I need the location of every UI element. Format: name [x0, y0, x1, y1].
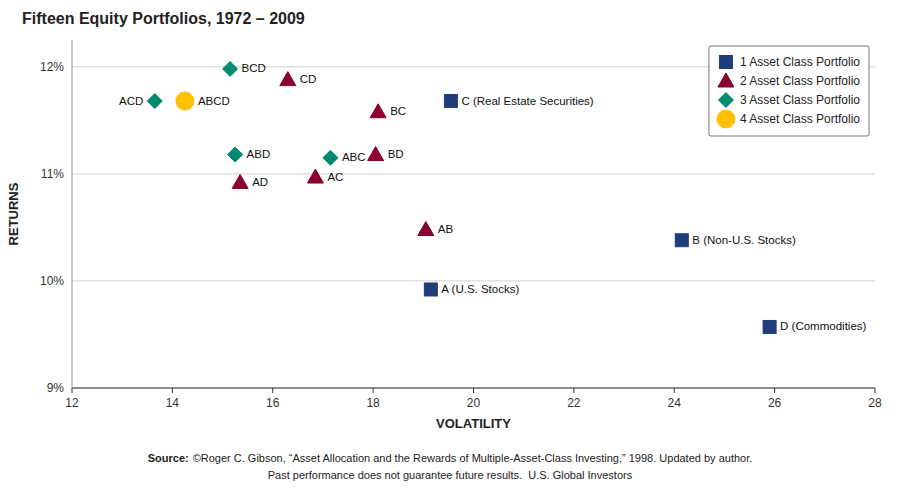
x-tick-label: 24 — [668, 396, 682, 410]
point-label: BCD — [242, 62, 266, 74]
point-label: A (U.S. Stocks) — [441, 283, 519, 295]
point-label: ACD — [119, 95, 143, 107]
source-text: ©Roger C. Gibson, “Asset Allocation and … — [193, 452, 753, 464]
x-tick-label: 12 — [65, 396, 79, 410]
point — [232, 174, 248, 188]
grid-line — [72, 280, 875, 281]
x-tick — [272, 388, 273, 393]
y-tick-label: 10% — [40, 274, 64, 288]
legend-label: 3 Asset Class Portfolio — [740, 93, 860, 107]
y-axis-label: RETURNS — [6, 182, 21, 245]
point — [370, 104, 386, 118]
point — [307, 169, 323, 183]
grid — [72, 67, 875, 388]
point-label: ABC — [342, 151, 366, 163]
chart: Fifteen Equity Portfolios, 1972 – 2009 9%… — [0, 0, 900, 488]
x-tick-label: 14 — [166, 396, 180, 410]
point — [675, 234, 688, 247]
legend-label: 4 Asset Class Portfolio — [740, 112, 860, 126]
y-tick-label: 12% — [40, 60, 64, 74]
point — [763, 320, 776, 333]
point — [418, 222, 434, 236]
legend-label: 2 Asset Class Portfolio — [740, 74, 860, 88]
point — [228, 147, 243, 162]
legend-marker — [719, 56, 732, 69]
y-tick-label: 11% — [41, 167, 64, 181]
grid-line — [72, 173, 875, 174]
x-tick-label: 28 — [868, 396, 882, 410]
footnote: Past performance does not guarantee futu… — [268, 469, 633, 481]
points — [147, 61, 776, 333]
legend-marker — [717, 110, 735, 128]
point-label: AC — [327, 171, 343, 183]
source: Source: ©Roger C. Gibson, “Asset Allocati… — [148, 452, 753, 464]
x-tick-label: 22 — [567, 396, 581, 410]
point — [280, 72, 296, 86]
point-label: C (Real Estate Securities) — [461, 95, 593, 107]
point-label: BC — [390, 105, 406, 117]
point — [368, 147, 384, 161]
x-tick — [674, 388, 675, 393]
legend-marker — [718, 93, 733, 108]
x-tick — [774, 388, 775, 393]
x-tick — [473, 388, 474, 393]
x-tick-label: 16 — [266, 396, 280, 410]
point — [323, 150, 338, 165]
x-tick — [573, 388, 574, 393]
x-tick — [875, 388, 876, 393]
point-label: AB — [438, 223, 454, 235]
legend-label: 1 Asset Class Portfolio — [740, 55, 860, 69]
legend-frame — [709, 46, 869, 136]
point — [176, 92, 194, 110]
point-label: D (Commodities) — [780, 320, 866, 332]
title: Fifteen Equity Portfolios, 1972 – 2009 — [22, 10, 305, 27]
point — [147, 94, 162, 109]
source-label: Source: — [148, 452, 189, 464]
y-axis — [72, 40, 73, 388]
x-tick — [72, 388, 73, 393]
point — [444, 95, 457, 108]
y-tick-label: 9% — [47, 381, 65, 395]
legend: 1 Asset Class Portfolio 2 Asset Class Por… — [709, 46, 869, 136]
x-tick-label: 18 — [366, 396, 380, 410]
point-label: CD — [300, 73, 317, 85]
point-label: ABCD — [198, 95, 230, 107]
point-label: B (Non-U.S. Stocks) — [692, 234, 796, 246]
point — [424, 283, 437, 296]
point-label: AD — [252, 176, 268, 188]
x-tick — [172, 388, 173, 393]
x-axis-label: VOLATILITY — [436, 416, 511, 431]
x-tick-label: 20 — [467, 396, 481, 410]
point — [223, 61, 238, 76]
x-tick-label: 26 — [768, 396, 782, 410]
legend-marker — [718, 73, 734, 87]
point-label: BD — [388, 148, 404, 160]
point-label: ABD — [247, 148, 271, 160]
point-labels: A (U.S. Stocks) B (Non-U.S. Stocks) C (Rea… — [119, 62, 867, 332]
x-tick — [373, 388, 374, 393]
